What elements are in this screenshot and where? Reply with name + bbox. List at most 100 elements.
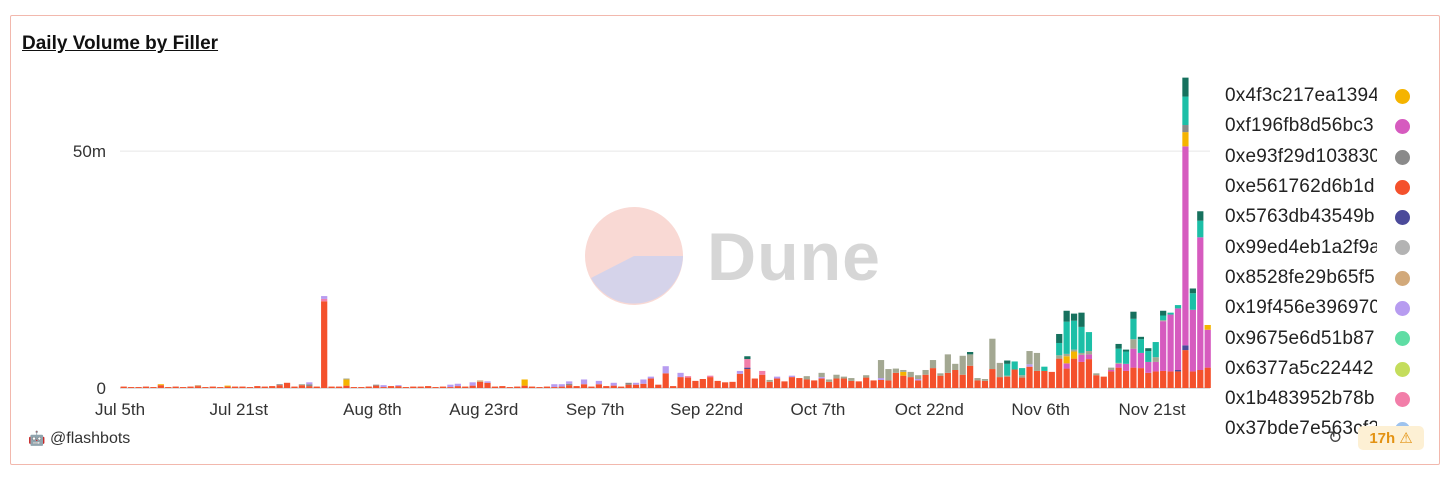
legend-item[interactable]: 0x1b483952b78b [1225,384,1415,414]
bar-segment[interactable] [484,381,491,383]
bar-segment[interactable] [358,387,365,388]
bar-segment[interactable] [402,387,409,388]
bar-segment[interactable] [580,384,588,388]
bar-segment[interactable] [380,385,387,388]
bar-segment[interactable] [291,386,298,388]
bar-segment[interactable] [1070,320,1078,350]
footer-handle[interactable]: @flashbots [50,430,131,447]
bar-segment[interactable] [1115,362,1122,364]
bar-segment[interactable] [833,374,840,379]
bar-segment[interactable] [1152,361,1159,372]
bar-segment[interactable] [1160,310,1167,316]
bar-segment[interactable] [996,377,1003,388]
bar-segment[interactable] [343,379,350,386]
bar-segment[interactable] [825,381,833,388]
bar-segment[interactable] [1174,369,1182,372]
bar-segment[interactable] [1152,371,1159,388]
bar-segment[interactable] [937,375,944,388]
bar-segment[interactable] [900,371,907,376]
bar-segment[interactable] [476,381,484,388]
bar-segment[interactable] [1085,354,1093,360]
bar-segment[interactable] [1122,363,1130,371]
bar-segment[interactable] [157,385,164,388]
bar-segment[interactable] [900,369,907,372]
bar-segment[interactable] [202,387,209,388]
bar-segment[interactable] [528,386,536,388]
bar-segment[interactable] [1033,370,1041,388]
bar-segment[interactable] [870,380,877,388]
bar-segment[interactable] [929,360,937,369]
bar-segment[interactable] [618,386,625,388]
bar-segment[interactable] [863,375,870,378]
bar-segment[interactable] [1078,326,1085,353]
bar-segment[interactable] [380,387,387,388]
bar-segment[interactable] [269,386,276,388]
bar-segment[interactable] [1093,373,1100,376]
bar-series[interactable] [120,77,1211,388]
bar-segment[interactable] [1189,288,1196,294]
bar-segment[interactable] [959,374,966,388]
bar-segment[interactable] [469,385,476,388]
bar-segment[interactable] [877,379,885,388]
bar-segment[interactable] [1182,77,1189,97]
bar-segment[interactable] [1182,345,1189,351]
bar-segment[interactable] [751,378,758,388]
bar-segment[interactable] [239,386,246,388]
bar-segment[interactable] [952,369,959,388]
bar-segment[interactable] [165,387,172,388]
bar-segment[interactable] [447,387,454,388]
bar-segment[interactable] [395,385,402,387]
bar-segment[interactable] [937,373,944,376]
bar-segment[interactable] [736,373,744,388]
bar-segment[interactable] [981,380,989,388]
bar-segment[interactable] [766,379,773,382]
bar-segment[interactable] [566,383,573,386]
bar-segment[interactable] [1130,348,1137,368]
bar-segment[interactable] [217,387,224,388]
bar-segment[interactable] [187,386,194,388]
bar-segment[interactable] [1145,361,1152,373]
bar-segment[interactable] [521,379,528,386]
bar-segment[interactable] [1115,363,1122,368]
bar-segment[interactable] [454,383,461,387]
bar-segment[interactable] [707,377,714,388]
bar-segment[interactable] [1056,333,1063,343]
bar-segment[interactable] [150,387,157,388]
bar-segment[interactable] [595,380,602,385]
bar-segment[interactable] [1078,352,1085,355]
bar-segment[interactable] [313,386,320,388]
bar-segment[interactable] [744,369,751,388]
bar-segment[interactable] [558,386,565,388]
bar-segment[interactable] [877,360,885,379]
bar-segment[interactable] [1056,342,1063,356]
bar-segment[interactable] [773,378,781,388]
last-updated-badge[interactable]: 17h ⚠ [1358,426,1424,450]
bar-segment[interactable] [714,380,721,388]
bar-segment[interactable] [1145,351,1152,362]
bar-segment[interactable] [788,377,796,388]
bar-segment[interactable] [944,372,951,388]
bar-segment[interactable] [373,385,380,388]
bar-segment[interactable] [410,386,417,388]
bar-segment[interactable] [907,371,914,378]
bar-segment[interactable] [1056,358,1063,388]
bar-segment[interactable] [929,368,937,388]
bar-segment[interactable] [521,385,528,388]
bar-segment[interactable] [298,385,306,388]
bar-segment[interactable] [885,369,892,381]
bar-segment[interactable] [885,380,892,388]
legend-item[interactable]: 0xf196fb8d56bc3 [1225,111,1415,141]
bar-segment[interactable] [1197,211,1204,221]
bar-segment[interactable] [967,365,974,388]
bar-segment[interactable] [1070,313,1078,321]
bar-segment[interactable] [543,386,551,388]
bar-segment[interactable] [373,384,380,386]
bar-segment[interactable] [365,386,372,388]
bar-segment[interactable] [439,386,447,388]
bar-segment[interactable] [989,338,996,370]
bar-segment[interactable] [1011,369,1018,388]
bar-segment[interactable] [306,382,313,385]
bar-segment[interactable] [1182,125,1189,133]
bar-segment[interactable] [922,369,929,375]
bar-segment[interactable] [1004,376,1011,388]
